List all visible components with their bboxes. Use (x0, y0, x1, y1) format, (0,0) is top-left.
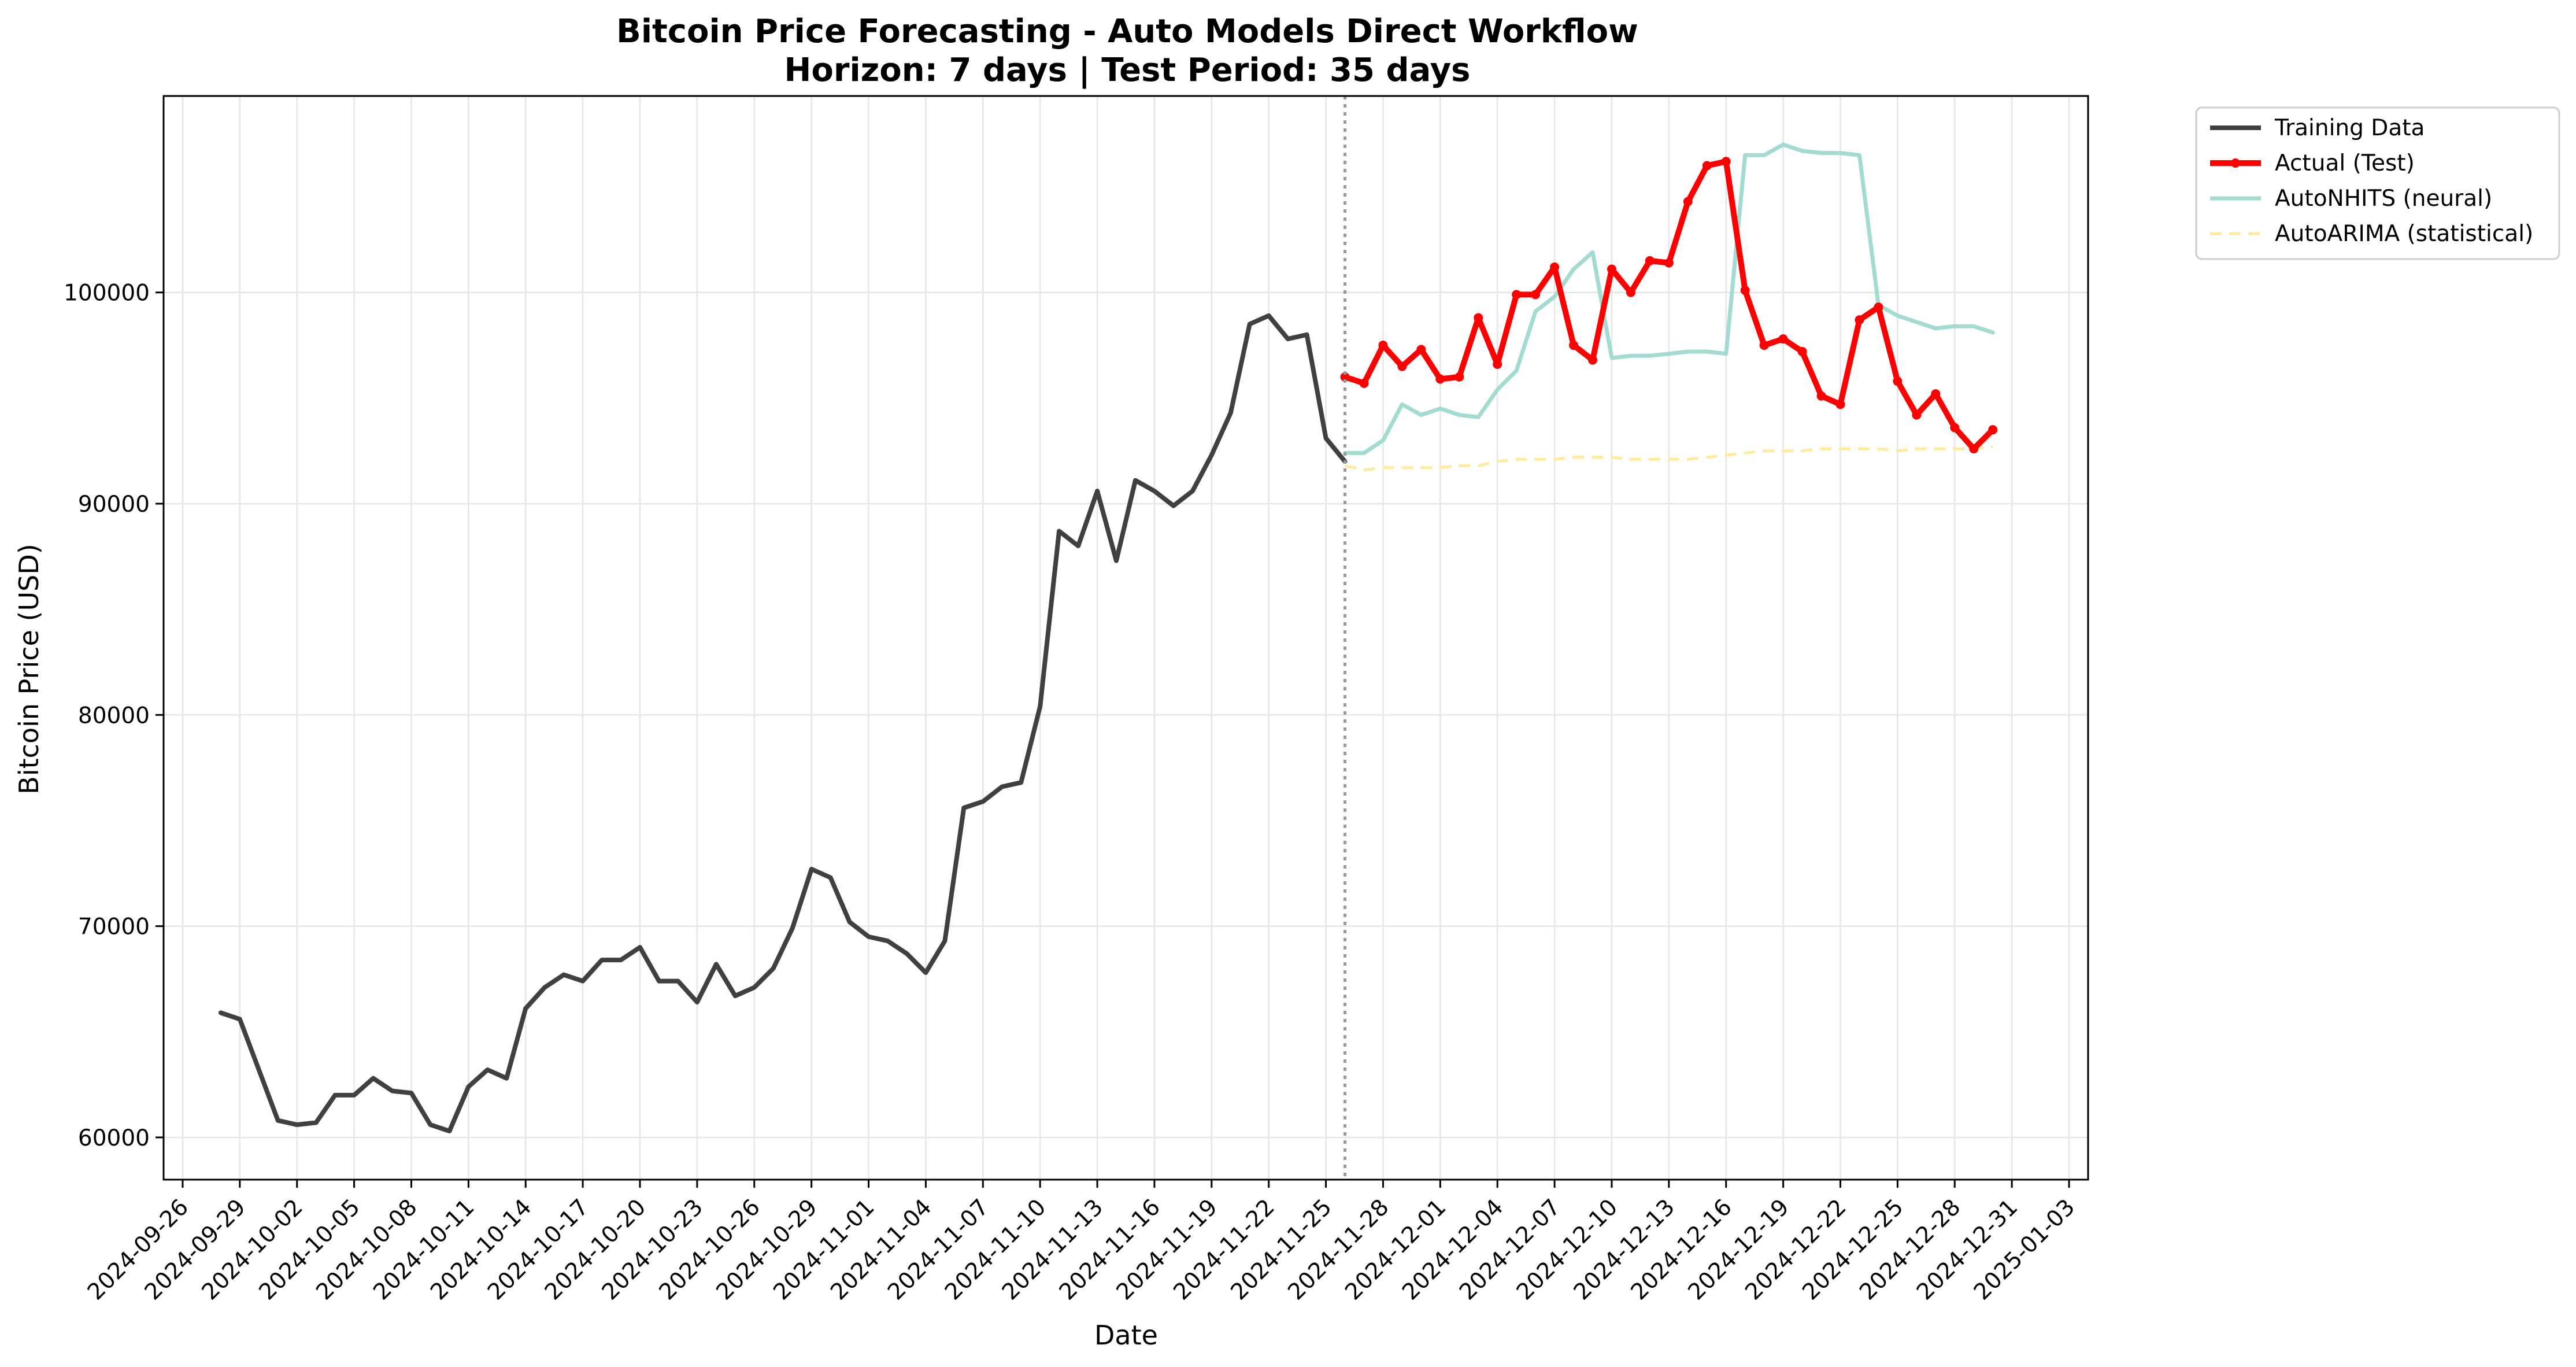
x-axis-label: Date (1094, 1320, 1158, 1351)
actual-data-point (1969, 444, 1979, 454)
actual-data-point (1626, 287, 1635, 297)
actual-data-point (1874, 302, 1883, 312)
actual-data-point (1950, 423, 1960, 433)
actual-data-point (1531, 290, 1541, 300)
actual-data-point (1912, 410, 1922, 420)
y-axis: 60000 70000 80000 90000 100000 (64, 280, 164, 1151)
actual-data-point (1835, 400, 1845, 409)
actual-data-point (1721, 157, 1731, 167)
y-tick-label: 80000 (78, 703, 150, 729)
actual-data-point (1664, 258, 1674, 268)
actual-data-point (1778, 334, 1788, 344)
legend-label: AutoNHITS (neural) (2275, 186, 2492, 212)
actual-data-point (1397, 361, 1407, 371)
actual-data-point (1893, 376, 1903, 386)
grid (164, 96, 2088, 1180)
actual-data-point (1683, 197, 1693, 206)
actual-data-point (1493, 359, 1502, 369)
y-tick-label: 100000 (64, 280, 150, 306)
actual-data-point (1378, 341, 1388, 350)
chart-subtitle: Horizon: 7 days | Test Period: 35 days (784, 51, 1471, 89)
y-tick-label: 60000 (78, 1125, 150, 1151)
actual-data-point (1588, 355, 1598, 365)
actual-data-point (1988, 425, 1998, 435)
series-line-autonhits-neural (1343, 142, 1995, 455)
actual-data-point (1474, 313, 1483, 323)
actual-data-point (1569, 341, 1579, 350)
y-tick-label: 90000 (78, 492, 150, 518)
legend: Training Data Actual (Test) AutoNHITS (neu… (2195, 106, 2560, 260)
actual-data-point (1645, 256, 1655, 265)
legend-frame (2195, 106, 2560, 260)
y-axis-label: Bitcoin Price (USD) (13, 544, 45, 794)
legend-label: AutoARIMA (statistical) (2275, 221, 2533, 247)
actual-data-point (1512, 290, 1522, 300)
chart-title: Bitcoin Price Forecasting - Auto Models … (616, 13, 1638, 50)
actual-data-point (1816, 391, 1826, 401)
legend-marker (2231, 158, 2240, 168)
actual-data-point (1931, 389, 1941, 399)
actual-data-point (1454, 372, 1464, 382)
actual-data-point (1797, 347, 1807, 357)
actual-data-point (1702, 161, 1712, 171)
actual-data-point (1607, 264, 1616, 274)
actual-data-point (1740, 286, 1750, 295)
series-line-training-data (218, 313, 1348, 1133)
actual-data-point (1759, 341, 1769, 350)
actual-data-point (1855, 315, 1864, 325)
y-tick-label: 70000 (78, 914, 150, 940)
legend-label: Actual (Test) (2275, 150, 2415, 176)
legend-items: Training Data Actual (Test) AutoNHITS (neu… (2210, 115, 2533, 247)
actual-data-point (1340, 372, 1350, 382)
legend-label: Training Data (2274, 115, 2425, 141)
actual-data-point (1435, 374, 1445, 384)
series-line-autoarima-statistical (1344, 445, 1993, 472)
series-group (218, 142, 1998, 1133)
actual-data-point (1416, 345, 1426, 354)
actual-data-point (1550, 262, 1560, 272)
actual-data-point (1359, 378, 1369, 388)
plot-frame (162, 95, 2089, 1181)
